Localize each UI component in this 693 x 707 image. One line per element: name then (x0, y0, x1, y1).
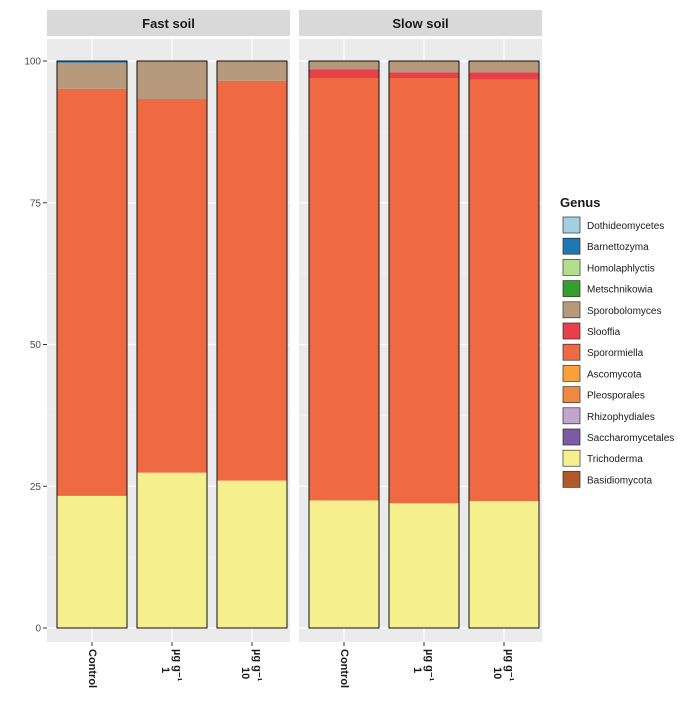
legend-item: Basidiomycota (562, 470, 652, 489)
legend-swatch (562, 386, 581, 403)
legend-item: Sporobolomyces (562, 300, 661, 319)
legend-label: Dothideomycetes (587, 221, 664, 232)
legend-label: Rhizophydiales (587, 412, 655, 423)
bar-segment-slooffia (309, 69, 379, 79)
bar-segment-sporormiella (57, 88, 127, 496)
legend-swatch (562, 428, 581, 446)
bar (216, 60, 288, 629)
legend-label: Pleosporales (587, 391, 645, 402)
y-tick-label: 75 (30, 198, 42, 209)
legend-item: Saccharomycetales (562, 428, 674, 446)
x-tick-label: µg g⁻¹1 (159, 649, 183, 682)
legend-item: Pleosporales (562, 385, 645, 404)
legend-swatch (562, 449, 581, 467)
legend-item: Trichoderma (562, 449, 643, 468)
y-axis: 0 25 50 75 100 (24, 57, 47, 635)
bar-segment-sporobolomyces (217, 61, 287, 81)
legend-title: Genus (560, 195, 600, 210)
legend-label: Sporormiella (587, 348, 644, 359)
bar (388, 60, 460, 629)
bar-outline (308, 60, 380, 629)
bar-segment-sporobolomyces (469, 61, 539, 73)
legend-item: Slooffia (562, 322, 621, 340)
legend-item: Barnettozyma (562, 237, 649, 256)
bar-segment-barnettozyma (57, 61, 127, 63)
panel-title: Slow soil (392, 16, 448, 31)
panel-title: Fast soil (142, 16, 195, 31)
bar-segment-trichoderma (309, 500, 379, 628)
bar-segment-trichoderma (137, 472, 207, 628)
x-tick-label: Control (86, 649, 98, 688)
bar-outline (388, 60, 460, 629)
bar-segment-sporormiella (137, 98, 207, 473)
panel-2: Slow soil Control µg g⁻¹1 µg g⁻¹10 (299, 10, 542, 688)
bar-segment-trichoderma (217, 480, 287, 628)
legend-item: Homolaphlyctis (562, 258, 655, 277)
y-tick-label: 100 (24, 57, 41, 68)
legend-swatch (562, 322, 581, 340)
bar-segment-trichoderma (469, 500, 539, 628)
y-tick-label: 25 (30, 482, 42, 493)
legend-label: Slooffia (587, 327, 621, 338)
legend-item: Rhizophydiales (562, 406, 655, 425)
legend-swatch (562, 471, 581, 488)
bar (56, 60, 128, 629)
bar-segment-slooffia (389, 72, 459, 79)
legend-label: Metschnikowia (587, 285, 653, 296)
bar-segment-trichoderma (389, 503, 459, 628)
bar-segment-sporormiella (217, 80, 287, 481)
bar-outline (56, 60, 128, 629)
legend-swatch (562, 407, 581, 425)
x-tick-label: Control (338, 649, 350, 688)
bar-segment-sporormiella (469, 79, 539, 501)
bar-segment-sporobolomyces (57, 62, 127, 89)
bar-outline (136, 60, 208, 629)
bar-segment-sporobolomyces (309, 61, 379, 70)
legend-swatch (562, 259, 581, 276)
x-tick-label: µg g⁻¹1 (411, 649, 435, 682)
legend-label: Trichoderma (587, 454, 643, 465)
legend-label: Sporobolomyces (587, 306, 661, 317)
bar-segment-trichoderma (57, 495, 127, 628)
x-tick-label: µg g⁻¹10 (239, 649, 263, 682)
x-tick-label: µg g⁻¹10 (491, 649, 515, 682)
legend-swatch (562, 343, 581, 361)
legend-item: Sporormiella (562, 343, 644, 362)
bar-segment-sporormiella (389, 78, 459, 504)
legend-swatch (562, 301, 581, 319)
bar (468, 60, 540, 629)
legend-label: Homolaphlyctis (587, 263, 655, 274)
bar (308, 60, 380, 629)
legend-swatch (562, 365, 581, 382)
y-tick-label: 50 (30, 340, 42, 351)
panel-1: Fast soil Control µg g⁻¹1 µg g⁻¹10 (47, 10, 290, 688)
legend-label: Barnettozyma (587, 242, 649, 253)
bar-outline (216, 60, 288, 629)
bar-segment-sporobolomyces (137, 61, 207, 99)
legend-label: Ascomycota (587, 369, 642, 380)
legend-swatch (562, 237, 581, 255)
legend-item: Dothideomycetes (562, 216, 664, 234)
panel-strip (299, 10, 542, 36)
bar-segment-sporobolomyces (389, 61, 459, 73)
bar (136, 60, 208, 629)
legend-label: Saccharomycetales (587, 433, 674, 444)
legend-swatch (562, 216, 581, 234)
legend: Genus Dothideomycetes Barnettozyma Homolaph… (560, 195, 674, 489)
legend-item: Ascomycota (562, 364, 642, 383)
bar-outline (468, 60, 540, 629)
bar-segment-slooffia (469, 72, 539, 80)
legend-label: Basidiomycota (587, 475, 652, 486)
y-tick-label: 0 (35, 624, 41, 635)
panel-strip (47, 10, 290, 36)
bar-segment-sporormiella (309, 78, 379, 501)
legend-swatch (562, 280, 581, 297)
legend-item: Metschnikowia (562, 279, 653, 298)
